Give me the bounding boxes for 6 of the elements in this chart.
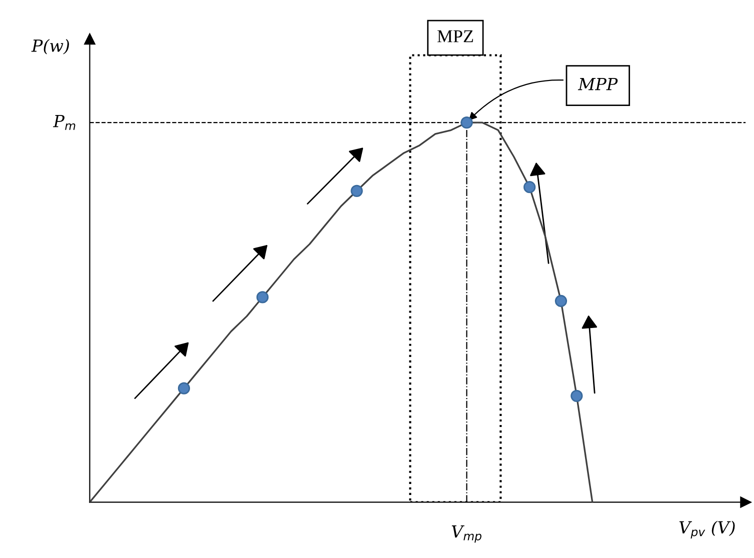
ref-line-label: P$_{m}$	[53, 115, 76, 130]
text: MPP	[578, 78, 618, 90]
text: MPZ	[437, 30, 473, 42]
text: V$_{mp}$	[452, 525, 482, 543]
x-axis-title: V$_{pv}$ (V)	[679, 520, 735, 539]
y-axis-title: P(w)	[31, 39, 69, 54]
